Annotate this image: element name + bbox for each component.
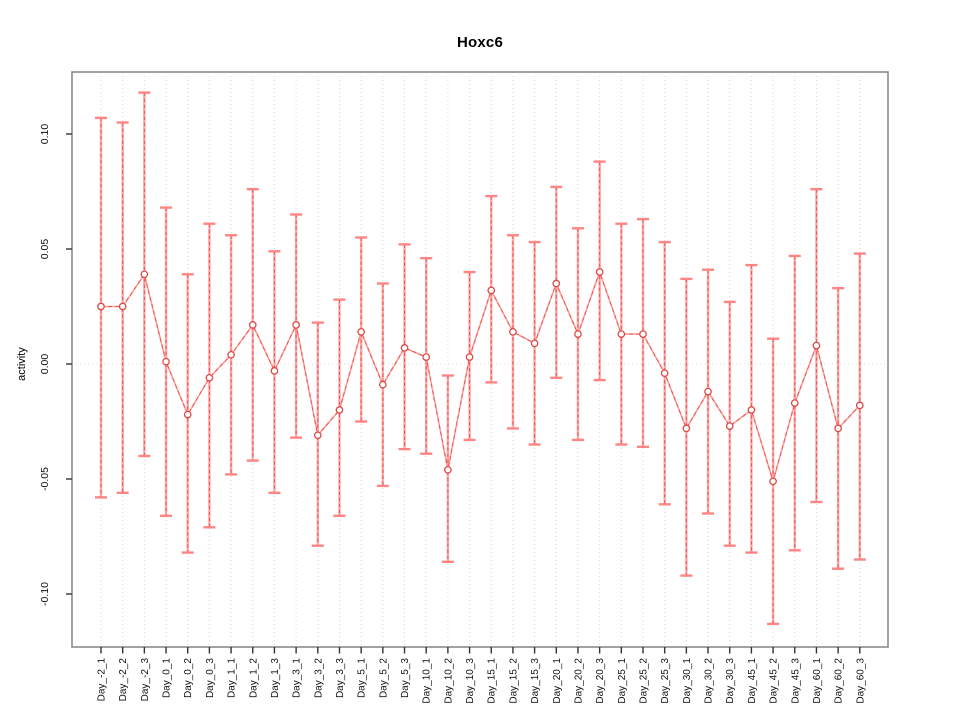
data-point (444, 465, 452, 474)
data-point (704, 387, 712, 396)
chart-title: Hoxc6 (456, 34, 504, 51)
x-tick-label: Day_10_2 (443, 658, 454, 704)
x-tick-label: Day_3_2 (313, 658, 324, 698)
data-point (639, 330, 647, 338)
y-tick-label: -0.05 (39, 467, 51, 491)
data-point (660, 369, 669, 378)
data-point (183, 410, 192, 419)
data-point (725, 422, 734, 430)
x-tick-label: Day_25_1 (617, 658, 628, 704)
data-point (769, 477, 777, 486)
plot-frame (71, 71, 889, 648)
y-tick-label: -0.10 (39, 582, 51, 606)
x-tick-label: Day_10_1 (422, 658, 433, 704)
data-point (400, 344, 409, 352)
x-tick-label: Day_30_1 (682, 658, 693, 704)
x-tick-label: Day_60_1 (812, 658, 823, 704)
x-tick-label: Day_25_3 (660, 658, 671, 704)
x-tick-label: Day_30_3 (725, 658, 736, 704)
data-point (465, 353, 474, 361)
y-tick-label: 0.05 (39, 239, 51, 260)
series-line (101, 269, 861, 485)
series-line-dash (101, 270, 861, 483)
data-point (487, 286, 496, 295)
data-point (140, 270, 149, 279)
data-point (205, 373, 214, 382)
x-tick-label: Day_3_1 (292, 658, 303, 698)
data-point (574, 330, 582, 338)
data-point (357, 327, 366, 336)
data-point (682, 424, 691, 433)
data-point (812, 341, 821, 350)
x-tick-label: Day_60_2 (834, 658, 845, 704)
y-tick-label: 0.00 (39, 354, 51, 375)
data-point (378, 380, 387, 389)
data-point (292, 321, 300, 329)
x-tick-label: Day_30_2 (704, 658, 715, 704)
x-tick-label: Day_-2_1 (97, 658, 108, 702)
data-point (552, 279, 561, 288)
data-point (313, 431, 322, 440)
x-tick-label: Day_1_3 (270, 658, 281, 698)
x-tick-label: Day_25_2 (639, 658, 650, 704)
data-point (270, 367, 279, 375)
x-tick-label: Day_20_2 (573, 658, 584, 704)
data-point (509, 327, 517, 336)
x-tick-label: Day_0_1 (162, 658, 173, 698)
x-tick-label: Day_0_2 (183, 658, 194, 698)
x-tick-label: Day_-2_3 (140, 658, 151, 702)
data-point (422, 353, 431, 361)
data-point (834, 424, 842, 433)
data-point (595, 268, 604, 276)
data-point (97, 302, 105, 311)
data-point (118, 302, 127, 311)
x-tick-label: Day_5_3 (400, 658, 411, 698)
x-tick-label: Day_0_3 (205, 658, 216, 698)
x-tick-label: Day_5_2 (378, 658, 389, 698)
y-tick-label: 0.10 (39, 124, 51, 145)
x-tick-label: Day_20_3 (595, 658, 606, 704)
x-tick-label: Day_45_1 (747, 658, 758, 704)
data-point (747, 406, 756, 414)
x-tick-label: Day_45_2 (769, 658, 780, 704)
data-point (227, 350, 235, 359)
data-point (248, 321, 257, 329)
x-tick-label: Day_-2_2 (118, 658, 129, 702)
x-tick-label: Day_15_3 (530, 658, 541, 704)
x-tick-label: Day_5_1 (357, 658, 368, 698)
x-tick-label: Day_15_1 (487, 658, 498, 704)
data-point (790, 399, 799, 407)
x-tick-label: Day_10_3 (465, 658, 476, 704)
data-point (162, 357, 170, 366)
x-tick-label: Day_45_3 (790, 658, 801, 704)
x-tick-label: Day_20_1 (552, 658, 563, 704)
data-point (530, 339, 539, 348)
x-tick-label: Day_15_2 (508, 658, 519, 704)
data-point (335, 406, 344, 414)
data-point (855, 401, 864, 410)
x-tick-label: Day_1_1 (227, 658, 238, 698)
x-tick-label: Day_60_3 (855, 658, 866, 704)
x-tick-label: Day_3_3 (335, 658, 346, 698)
data-point (617, 330, 626, 338)
x-tick-label: Day_1_2 (248, 658, 259, 698)
